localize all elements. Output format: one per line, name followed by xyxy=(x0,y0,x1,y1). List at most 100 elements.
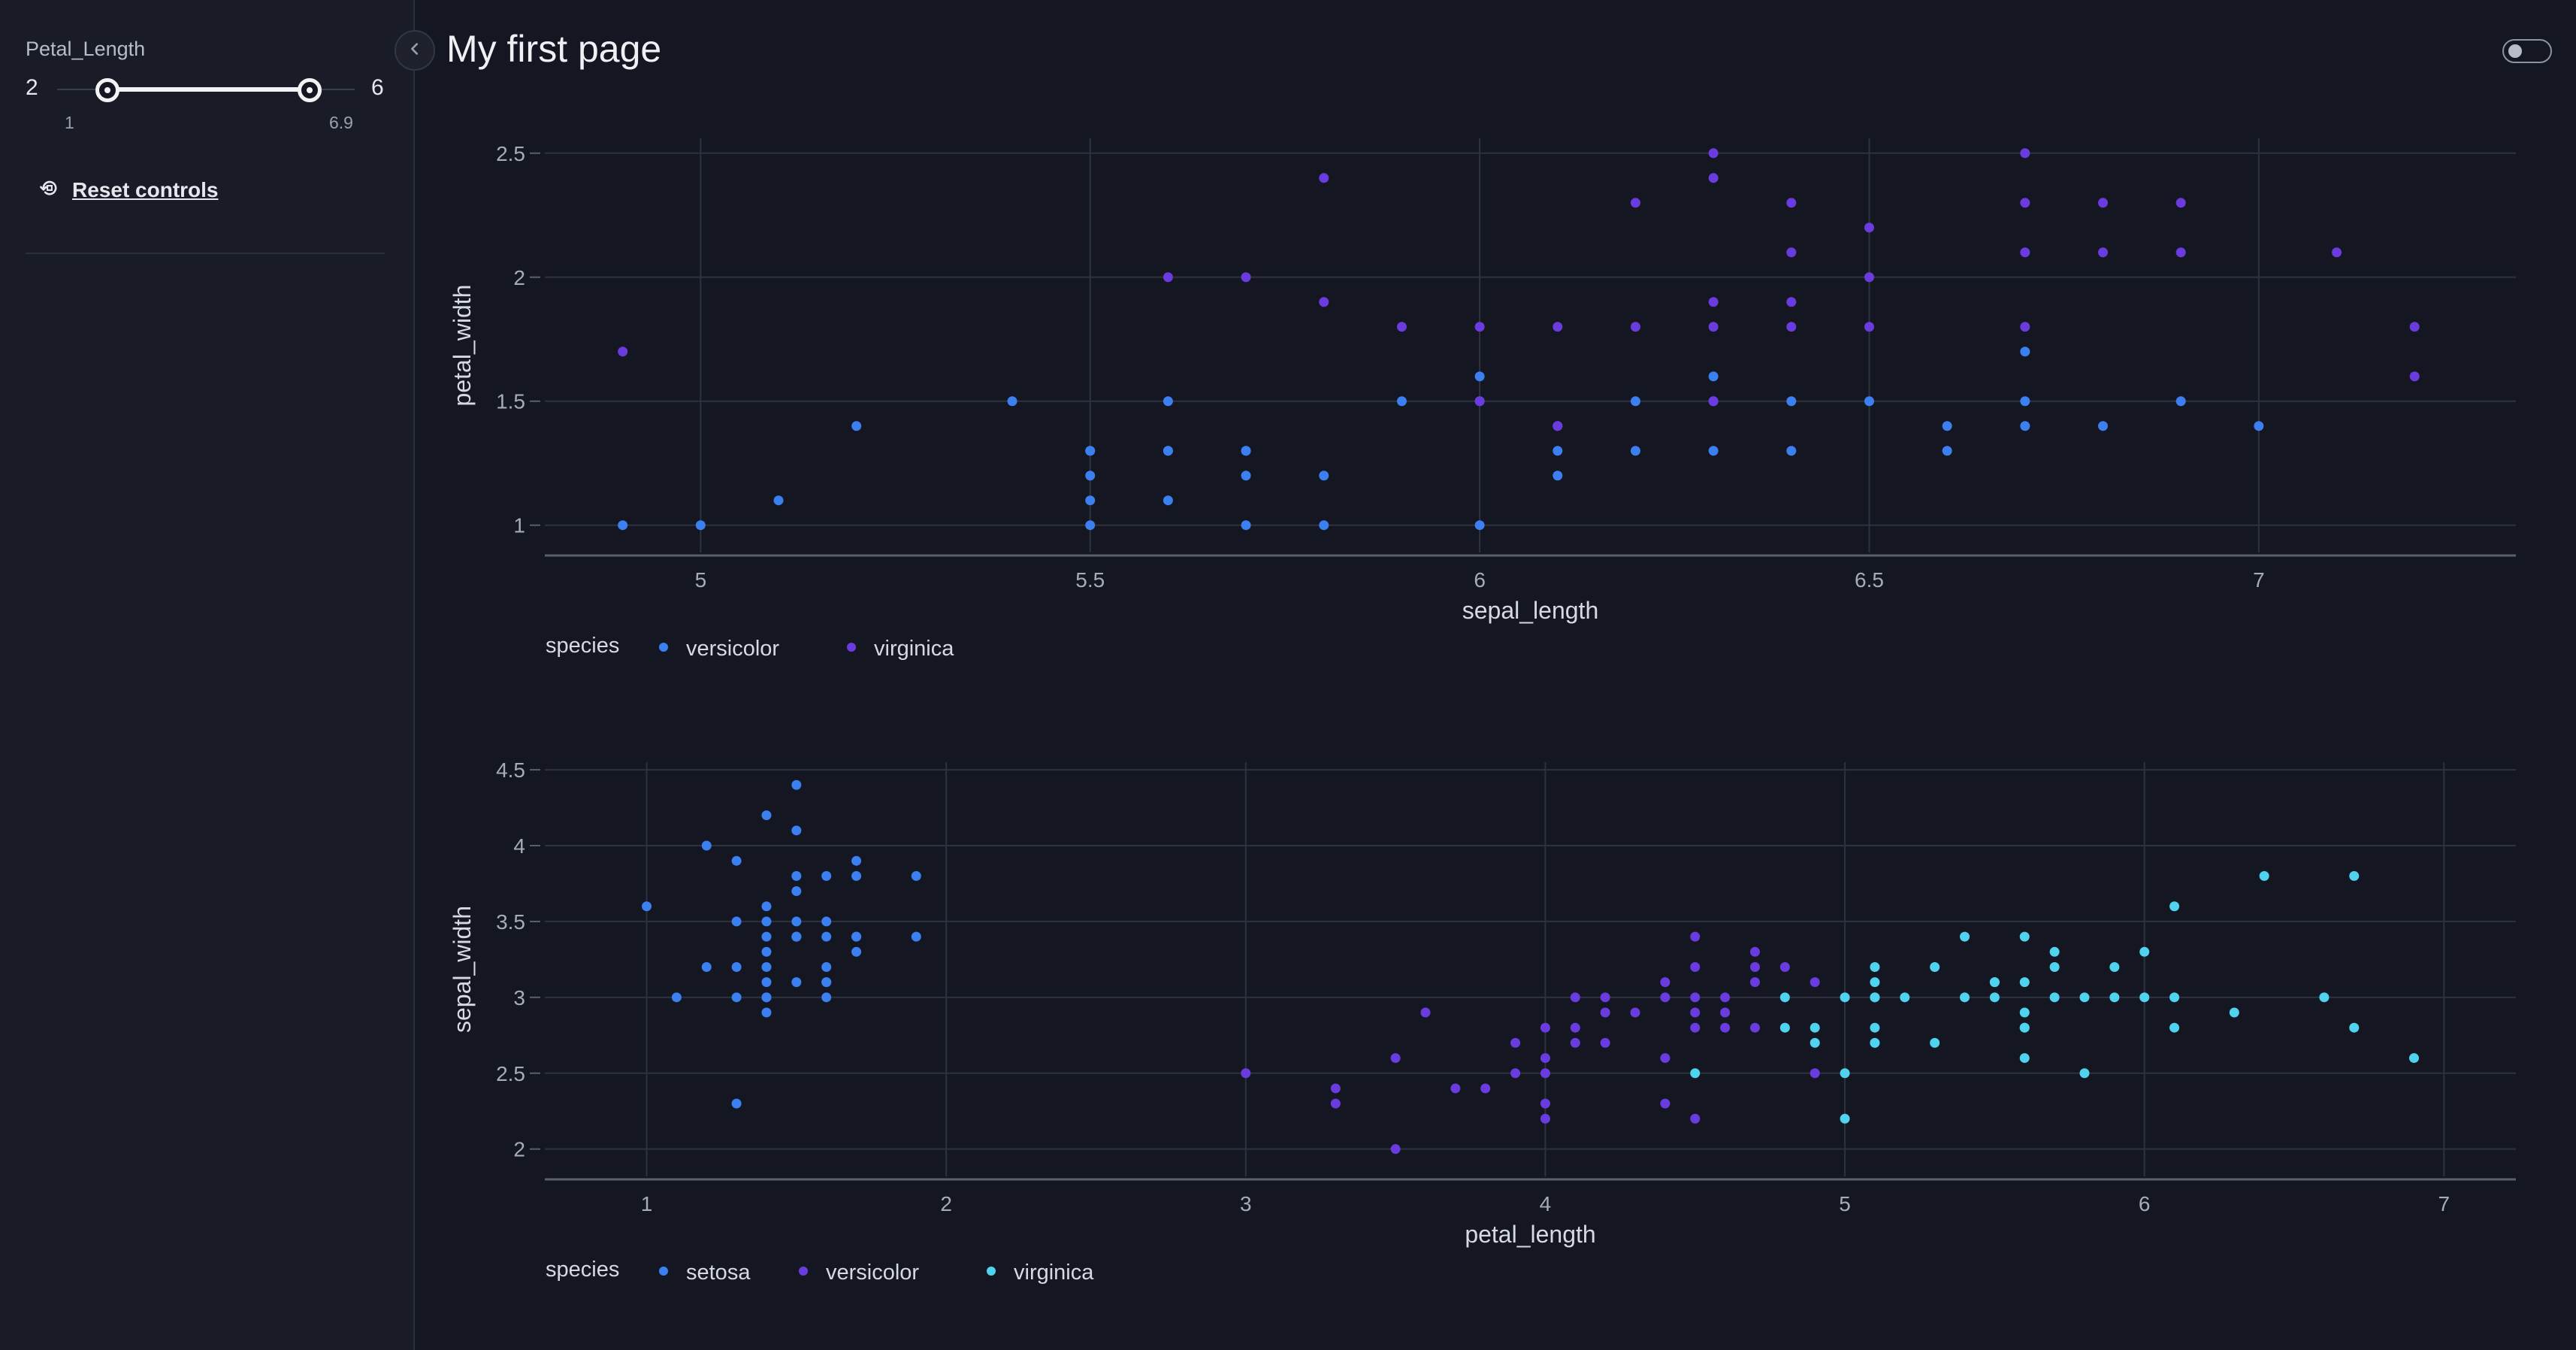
data-point-virginica xyxy=(2019,1007,2030,1018)
data-point-virginica xyxy=(1900,992,1910,1003)
data-point-virginica xyxy=(1474,322,1485,332)
data-point-setosa xyxy=(821,961,832,972)
legend-label-versicolor: versicolor xyxy=(686,637,779,661)
data-point-versicolor xyxy=(1319,520,1329,531)
data-point-versicolor xyxy=(1720,1022,1731,1033)
data-point-versicolor xyxy=(1420,1007,1431,1018)
data-point-virginica xyxy=(1810,1037,1820,1048)
data-point-versicolor xyxy=(1474,371,1485,382)
data-point-versicolor xyxy=(1450,1083,1461,1094)
data-point-virginica xyxy=(2019,931,2030,942)
data-point-virginica xyxy=(1864,322,1874,332)
reset-controls-button[interactable]: Reset controls xyxy=(39,177,219,202)
data-point-versicolor xyxy=(1540,1022,1550,1033)
x-tick-label: 5 xyxy=(1839,1192,1851,1215)
data-point-versicolor xyxy=(773,495,784,506)
data-point-versicolor xyxy=(1510,1068,1521,1079)
data-point-versicolor xyxy=(2175,396,2186,407)
data-point-versicolor xyxy=(1163,446,1173,456)
legend-marker-virginica xyxy=(847,643,856,652)
reset-icon xyxy=(39,177,60,202)
data-point-versicolor xyxy=(1330,1098,1341,1109)
data-point-versicolor xyxy=(1810,1068,1820,1079)
legend-marker-versicolor xyxy=(659,643,668,652)
y-tick-label: 2 xyxy=(513,266,525,289)
data-point-virginica xyxy=(1870,961,1880,972)
x-tick-label: 3 xyxy=(1240,1192,1252,1215)
data-point-virginica xyxy=(1786,247,1797,258)
collapse-sidebar-button[interactable] xyxy=(395,30,435,71)
data-point-versicolor xyxy=(1241,520,1251,531)
page-title: My first page xyxy=(446,28,662,70)
y-axis-label: sepal_width xyxy=(449,906,476,1033)
data-point-setosa xyxy=(791,931,802,942)
x-tick-label: 5 xyxy=(695,568,707,592)
data-point-virginica xyxy=(1786,198,1797,208)
y-tick-label: 3 xyxy=(513,986,525,1009)
data-point-versicolor xyxy=(1600,1007,1610,1018)
data-point-virginica xyxy=(2079,1068,2090,1079)
data-point-setosa xyxy=(761,977,772,988)
data-point-virginica xyxy=(1779,1022,1790,1033)
y-tick-labels: 2 2.5 3 3.5 4 4.5 xyxy=(496,758,540,1161)
y-tick-label: 2.5 xyxy=(496,1062,525,1085)
data-point-virginica xyxy=(2019,1022,2030,1033)
data-point-virginica xyxy=(2019,977,2030,988)
slider-title: Petal_Length xyxy=(26,38,146,60)
x-tick-label: 5.5 xyxy=(1075,568,1105,592)
data-point-versicolor xyxy=(695,520,706,531)
slider-selected-range[interactable] xyxy=(107,87,310,92)
chart-legend: species setosa versicolor virginica xyxy=(546,1258,1094,1285)
legend-marker-setosa xyxy=(659,1267,668,1276)
y-tick-label: 4.5 xyxy=(496,758,525,782)
data-point-virginica xyxy=(1630,322,1640,332)
data-point-setosa xyxy=(761,916,772,927)
data-point-setosa xyxy=(821,977,832,988)
data-point-versicolor xyxy=(851,421,862,431)
data-point-versicolor xyxy=(1690,931,1701,942)
slider-handle-high[interactable] xyxy=(297,78,322,102)
x-axis-label: sepal_length xyxy=(1462,597,1598,624)
data-point-versicolor xyxy=(1570,1037,1580,1048)
y-tick-label: 1.5 xyxy=(496,390,525,413)
data-point-setosa xyxy=(791,779,802,790)
legend-label-virginica: virginica xyxy=(874,637,954,661)
data-point-versicolor xyxy=(1708,446,1719,456)
data-point-versicolor xyxy=(1630,446,1640,456)
x-axis-label: petal_length xyxy=(1465,1221,1595,1248)
data-point-virginica xyxy=(1319,297,1329,307)
data-point-virginica xyxy=(2098,247,2109,258)
data-point-virginica xyxy=(1786,322,1797,332)
data-point-virginica xyxy=(1870,1037,1880,1048)
data-point-virginica xyxy=(2319,992,2330,1003)
data-point-versicolor xyxy=(1007,396,1017,407)
legend-label-virginica: virginica xyxy=(1014,1261,1094,1285)
scatter-chart-petal-width: 5 5.5 6 6.5 7 1 1.5 2 2.5 sepal_length petal_wi… xyxy=(449,138,2516,661)
data-point-virginica xyxy=(2332,247,2342,258)
theme-toggle[interactable] xyxy=(2502,39,2552,63)
data-point-versicolor xyxy=(1810,977,1820,988)
data-point-virginica xyxy=(2169,901,2180,912)
data-point-virginica xyxy=(2049,992,2060,1003)
data-point-versicolor xyxy=(1540,1053,1550,1064)
data-point-setosa xyxy=(911,870,921,881)
data-point-virginica xyxy=(1989,977,2000,988)
data-point-versicolor xyxy=(618,520,628,531)
data-point-setosa xyxy=(791,977,802,988)
data-point-virginica xyxy=(2139,992,2150,1003)
data-point-setosa xyxy=(761,992,772,1003)
slider-min-label: 1 xyxy=(65,113,74,132)
data-point-versicolor xyxy=(1690,961,1701,972)
data-point-versicolor xyxy=(2254,421,2264,431)
data-point-virginica xyxy=(2349,870,2360,881)
data-point-versicolor xyxy=(1570,992,1580,1003)
y-axis-label: petal_width xyxy=(449,285,476,407)
data-point-virginica xyxy=(2049,961,2060,972)
slider-handle-low[interactable] xyxy=(95,78,120,102)
data-point-virginica xyxy=(1840,992,1850,1003)
data-point-virginica xyxy=(2408,1053,2419,1064)
data-point-virginica xyxy=(1690,1068,1701,1079)
data-point-setosa xyxy=(761,931,772,942)
y-tick-label: 4 xyxy=(513,834,525,858)
data-point-versicolor xyxy=(1319,471,1329,481)
